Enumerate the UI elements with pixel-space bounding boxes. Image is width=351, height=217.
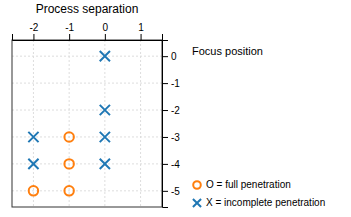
legend-swatch <box>193 199 201 207</box>
tick: -5 <box>162 186 180 197</box>
tick: 1 <box>138 22 144 40</box>
tick-label: -1 <box>171 78 180 89</box>
grid-line <box>69 40 70 207</box>
x-axis-title: Process separation <box>36 2 139 16</box>
tick-mark <box>162 83 168 84</box>
grid <box>12 40 162 207</box>
tick-label: 0 <box>171 51 177 62</box>
tick: 0 <box>103 22 109 40</box>
legend-swatch <box>193 181 201 189</box>
tick: -1 <box>162 78 180 89</box>
grid-line <box>140 40 141 207</box>
tick-label: -3 <box>171 132 180 143</box>
grid-line <box>12 110 162 111</box>
tick-mark <box>162 56 168 57</box>
tick: -2 <box>29 22 38 40</box>
x-axis: -2 -1 0 1 <box>13 22 163 41</box>
tick-label: -4 <box>171 159 180 170</box>
tick-mark <box>162 191 168 192</box>
tick-mark <box>162 164 168 165</box>
legend-label: O = full penetration <box>206 179 291 190</box>
tick: -2 <box>162 105 180 116</box>
tick-label: 0 <box>103 22 109 33</box>
point <box>64 186 73 195</box>
y-axis: 0 -1 -2 -3 -4 -5 <box>162 41 180 208</box>
tick-mark <box>162 110 168 111</box>
point <box>100 159 110 169</box>
point <box>28 159 38 169</box>
tick-mark <box>105 34 106 40</box>
tick-label: -2 <box>171 105 180 116</box>
tick-label: 1 <box>138 22 144 33</box>
tick-mark <box>33 34 34 40</box>
point <box>64 132 73 141</box>
legend-label: X = incomplete penetration <box>206 197 325 208</box>
tick-label: -1 <box>65 22 74 33</box>
point <box>100 132 110 142</box>
point <box>29 186 38 195</box>
plot-frame <box>12 40 162 207</box>
grid-line <box>12 190 162 191</box>
points <box>28 51 110 196</box>
grid-line <box>12 83 162 84</box>
point <box>100 105 110 115</box>
axis-line <box>163 41 169 208</box>
tick: -3 <box>162 132 180 143</box>
tick-mark <box>141 34 142 40</box>
tick-mark <box>162 137 168 138</box>
grid-line <box>12 56 162 57</box>
tick-label: -2 <box>29 22 38 33</box>
point <box>28 132 38 142</box>
grid-line <box>33 40 34 207</box>
tick: -4 <box>162 159 180 170</box>
y-axis-title: Focus position <box>192 45 263 57</box>
legend: O = full penetration X = incomplete penet… <box>193 179 325 208</box>
grid-line <box>104 40 105 207</box>
axis-line <box>13 34 163 41</box>
tick-label: -5 <box>171 186 180 197</box>
tick-mark <box>69 34 70 40</box>
chart: -2 -1 0 1 0 -1 -2 -3 -4 -5 Process separation Focus… <box>0 0 351 217</box>
point <box>64 159 73 168</box>
point <box>100 51 110 61</box>
tick: -1 <box>65 22 74 40</box>
tick: 0 <box>162 51 177 62</box>
